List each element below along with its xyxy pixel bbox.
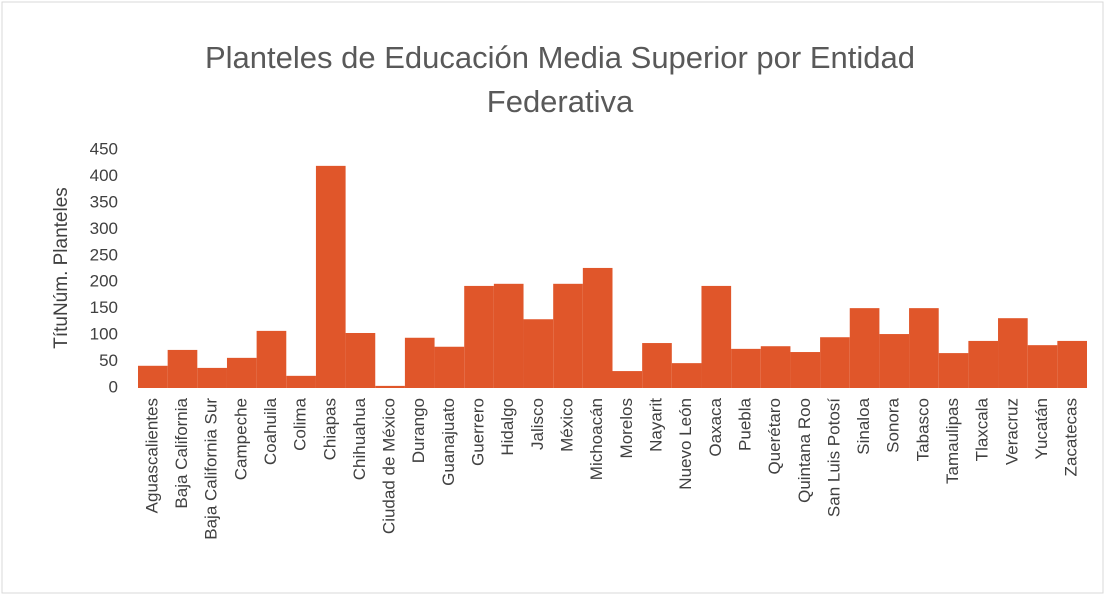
bar bbox=[256, 330, 287, 388]
x-tick-label: Chihuahua bbox=[350, 397, 369, 480]
bar bbox=[286, 375, 316, 388]
bar bbox=[671, 363, 702, 388]
x-tick-label: Campeche bbox=[231, 398, 250, 480]
y-tick-label: 150 bbox=[90, 298, 118, 317]
bar bbox=[167, 349, 198, 388]
x-tick-label: Tlaxcala bbox=[973, 397, 992, 461]
bar bbox=[612, 371, 643, 388]
x-tick-label: Baja California Sur bbox=[202, 398, 221, 540]
y-tick-label: 400 bbox=[90, 166, 118, 185]
bar bbox=[493, 283, 524, 388]
x-tick-label: Nayarit bbox=[646, 398, 665, 452]
y-tick-label: 300 bbox=[90, 219, 118, 238]
x-tick-label: Colima bbox=[291, 397, 310, 450]
x-tick-label: Jalisco bbox=[528, 398, 547, 450]
x-tick-label: Yucatán bbox=[1032, 398, 1051, 459]
x-tick-label: Puebla bbox=[735, 397, 754, 450]
y-axis-label: TítuNúm. Planteles bbox=[51, 187, 72, 349]
x-tick-label: Ciudad de México bbox=[380, 398, 399, 534]
bar bbox=[1027, 345, 1058, 388]
bar bbox=[138, 365, 168, 388]
bar bbox=[226, 357, 257, 388]
x-tick-label: Coahuila bbox=[261, 397, 280, 465]
x-tick-label: Tamaulipas bbox=[943, 398, 962, 484]
x-tick-label: Sinaloa bbox=[854, 397, 873, 454]
x-tick-label: Oaxaca bbox=[706, 397, 725, 456]
bar bbox=[345, 332, 376, 388]
bar bbox=[315, 165, 346, 388]
bar bbox=[909, 308, 939, 388]
bar bbox=[553, 283, 583, 388]
y-tick-label: 0 bbox=[109, 377, 118, 396]
bar bbox=[404, 337, 435, 388]
y-tick-label: 100 bbox=[90, 325, 118, 344]
bar bbox=[197, 367, 227, 388]
bar bbox=[938, 353, 969, 388]
x-tick-label: Zacatecas bbox=[1062, 398, 1081, 476]
bar bbox=[849, 308, 880, 388]
x-tick-label: Aguascalientes bbox=[142, 398, 161, 513]
y-tick-label: 350 bbox=[90, 192, 118, 211]
x-tick-label: Michoacán bbox=[587, 398, 606, 480]
x-tick-label: Quintana Roo bbox=[795, 398, 814, 503]
bar bbox=[642, 343, 672, 388]
bar bbox=[523, 319, 554, 388]
x-tick-label: Querétaro bbox=[765, 398, 784, 475]
y-tick-label: 250 bbox=[90, 245, 118, 264]
bar bbox=[582, 267, 613, 388]
bar bbox=[1057, 340, 1087, 388]
x-tick-label: Tabasco bbox=[913, 398, 932, 461]
chart-title: Planteles de Educación Media Superior po… bbox=[204, 40, 915, 119]
x-tick-label: Sonora bbox=[884, 397, 903, 452]
x-tick-label: Morelos bbox=[617, 398, 636, 458]
y-tick-label: 200 bbox=[90, 272, 118, 291]
x-tick-label: Guerrero bbox=[469, 398, 488, 466]
bar bbox=[731, 348, 761, 388]
x-tick-label: Durango bbox=[409, 398, 428, 463]
x-tick-label: Baja California bbox=[172, 397, 191, 508]
x-tick-label: San Luis Potosí bbox=[824, 398, 843, 517]
bar bbox=[760, 346, 791, 388]
bar bbox=[968, 340, 999, 388]
bar bbox=[375, 385, 405, 388]
x-tick-label: Guanajuato bbox=[439, 398, 458, 486]
bar bbox=[879, 334, 910, 388]
x-tick-label: Hidalgo bbox=[498, 398, 517, 456]
bar bbox=[820, 337, 850, 388]
bar bbox=[998, 318, 1028, 388]
bar bbox=[790, 352, 821, 388]
bar bbox=[464, 285, 494, 388]
y-tick-label: 50 bbox=[99, 351, 118, 370]
y-tick-label: 450 bbox=[90, 139, 118, 158]
x-tick-label: Nuevo León bbox=[676, 398, 695, 490]
x-tick-label: Veracruz bbox=[1002, 398, 1021, 465]
x-tick-label: Chiapas bbox=[320, 398, 339, 460]
x-tick-label: México bbox=[558, 398, 577, 452]
bar bbox=[434, 346, 465, 388]
bar bbox=[701, 285, 732, 388]
